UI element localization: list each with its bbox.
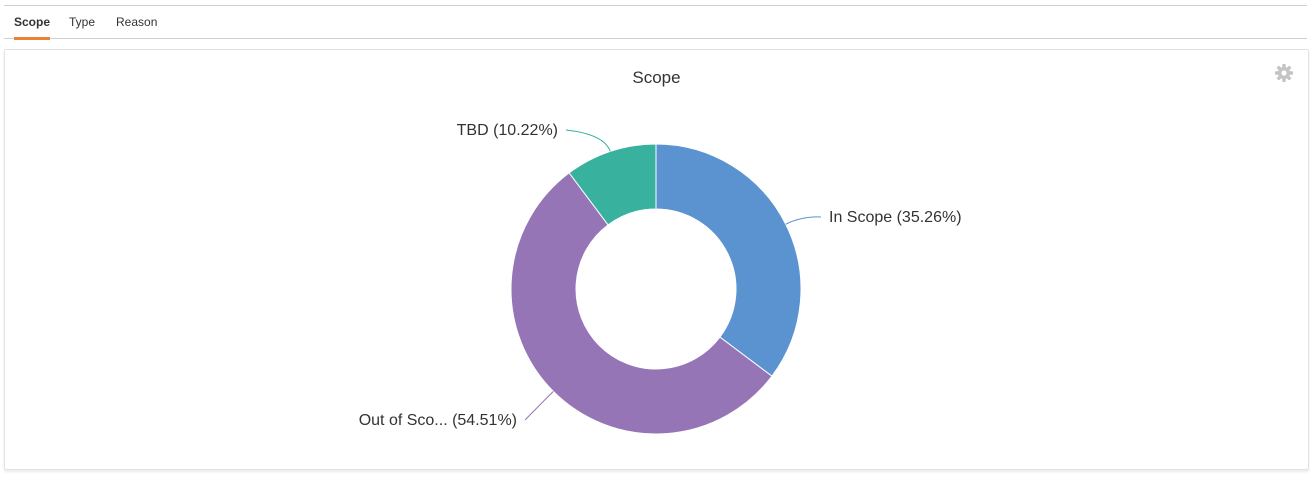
- data-label: TBD (10.22%): [457, 122, 558, 139]
- chart-title: Scope: [632, 68, 681, 87]
- donut-slice-tbd[interactable]: [568, 143, 657, 226]
- top-divider: [4, 5, 1307, 6]
- data-label: In Scope (35.26%): [829, 209, 962, 226]
- connector-line: [565, 129, 611, 152]
- tab-reason[interactable]: Reason: [116, 15, 158, 29]
- donut-slice-out-of-scope[interactable]: [510, 172, 773, 435]
- data-label: Out of Sco... (54.51%): [359, 412, 517, 429]
- tab-type[interactable]: Type: [69, 15, 96, 29]
- donut-slice-in-scope[interactable]: [655, 143, 802, 377]
- connector-line: [524, 391, 554, 421]
- tab-bar: Scope Type Reason: [4, 6, 1307, 40]
- tab-scope[interactable]: Scope: [14, 15, 51, 40]
- connector-line: [785, 216, 822, 225]
- gear-icon[interactable]: [1274, 63, 1294, 83]
